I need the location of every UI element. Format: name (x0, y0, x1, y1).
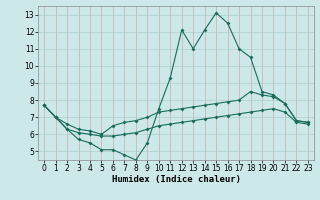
X-axis label: Humidex (Indice chaleur): Humidex (Indice chaleur) (111, 175, 241, 184)
